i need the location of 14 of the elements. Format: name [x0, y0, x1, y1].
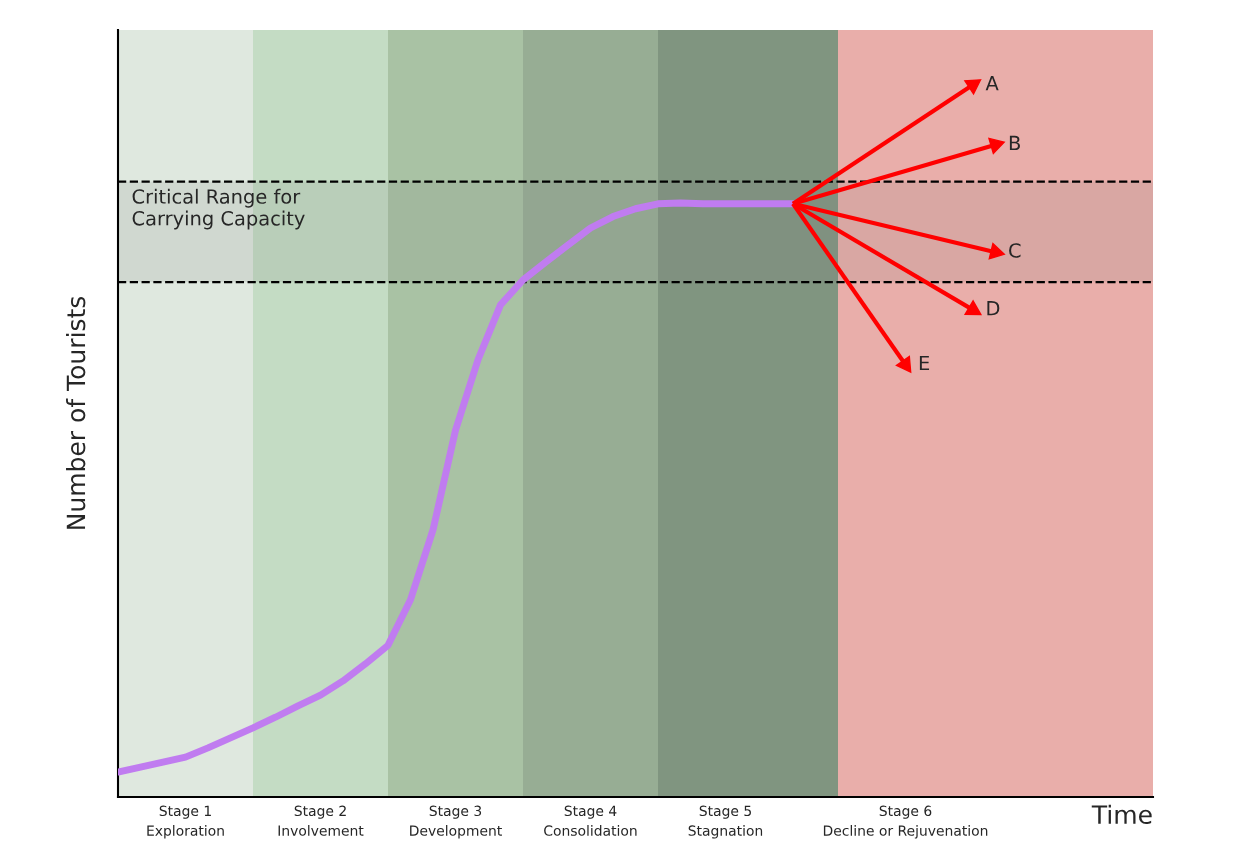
y-axis-title: Number of Tourists [66, 296, 86, 529]
x-axis-title: Time [1091, 804, 1152, 825]
x-tick-label: Stage 6 Decline or Rejuvenation [823, 805, 988, 839]
x-tick-label: Stage 5 Stagnation [688, 805, 763, 839]
series-label: A [985, 76, 999, 91]
x-tick-label: Stage 4 Consolidation [544, 805, 637, 836]
x-tick-label: Stage 1 Exploration [147, 805, 224, 839]
series-label: B [1009, 135, 1020, 151]
series-label: D [987, 301, 1000, 316]
series-label: C [1009, 243, 1021, 258]
x-tick-label: Stage 2 Involvement [278, 805, 364, 836]
band-label: Critical Range for Carrying Capacity [132, 188, 305, 230]
x-tick-label: Stage 3 Development [410, 805, 502, 839]
series-label: E [919, 355, 930, 371]
